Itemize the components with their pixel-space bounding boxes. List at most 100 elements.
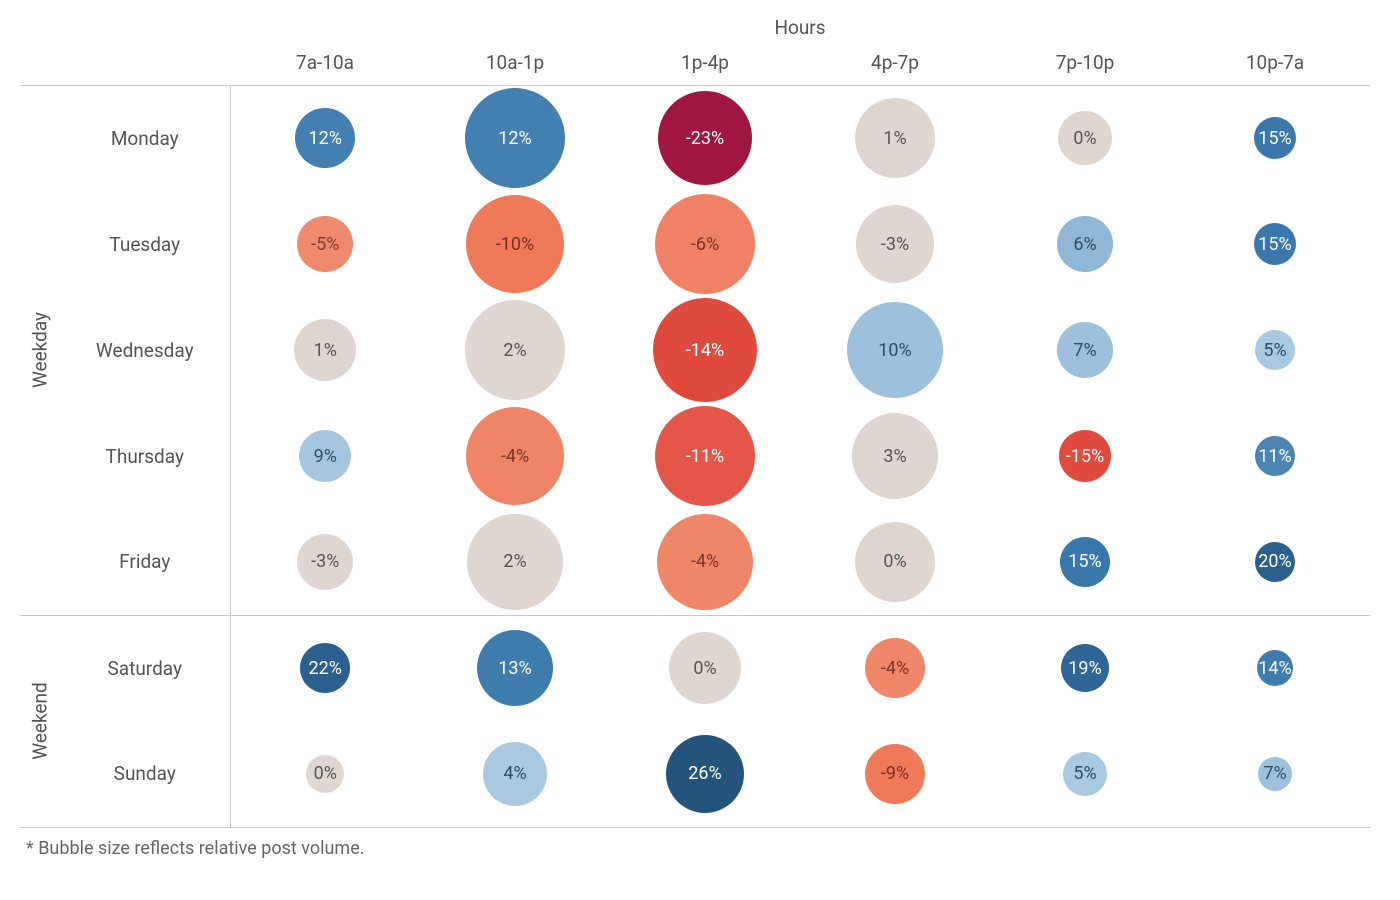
- bubble-value: 12%: [498, 128, 531, 149]
- bubble-value: 11%: [1258, 446, 1291, 467]
- bubble-value: -14%: [686, 340, 724, 361]
- bubble-value: -5%: [311, 234, 339, 255]
- bubble-value: 15%: [1258, 234, 1291, 255]
- bubble-value: 2%: [503, 340, 526, 361]
- bubble-cell: 0%: [990, 85, 1180, 191]
- bubble-grid-table: 7a-10a10a-1p1p-4p4p-7p7p-10p10p-7a Weekd…: [20, 41, 1370, 828]
- bubble-cell: -9%: [800, 721, 990, 827]
- bubble: 4%: [483, 742, 547, 806]
- bubble: -3%: [297, 534, 353, 590]
- row-group-label: Weekend: [29, 682, 52, 759]
- bubble: -23%: [658, 91, 752, 185]
- bubble: 11%: [1255, 436, 1295, 476]
- row-group-label-cell: Weekday: [20, 85, 60, 615]
- row-label: Sunday: [60, 721, 230, 827]
- bubble-value: 6%: [1073, 234, 1096, 255]
- bubble-cell: 3%: [800, 403, 990, 509]
- bubble: -11%: [655, 406, 755, 506]
- column-header: 4p-7p: [800, 41, 990, 85]
- bubble: -9%: [865, 744, 925, 804]
- grid-row: Friday-3%2%-4%0%15%20%: [20, 509, 1370, 615]
- bubble-cell: -5%: [230, 191, 420, 297]
- grid-row: WeekdayMonday12%12%-23%1%0%15%: [20, 85, 1370, 191]
- bubble-cell: 0%: [610, 615, 800, 721]
- bubble: 19%: [1061, 644, 1109, 692]
- grid-row: Thursday 9% -4% -11% 3% -15% 11%: [20, 403, 1370, 509]
- bubble-cell: 15%: [1180, 85, 1370, 191]
- bubble: 5%: [1063, 752, 1107, 796]
- bubble-cell: -23%: [610, 85, 800, 191]
- bubble: 13%: [477, 630, 553, 706]
- grid-row: Tuesday-5%-10%-6%-3%6%15%: [20, 191, 1370, 297]
- bubble-cell: 1%: [800, 85, 990, 191]
- column-header: 10p-7a: [1180, 41, 1370, 85]
- bubble-cell: -3%: [800, 191, 990, 297]
- row-label: Thursday: [60, 403, 230, 509]
- bubble-cell: 5%: [1180, 297, 1370, 403]
- bubble: 26%: [666, 735, 744, 813]
- bubble: 15%: [1254, 223, 1296, 265]
- bubble-cell: 2%: [420, 509, 610, 615]
- bubble-value: 20%: [1258, 551, 1291, 572]
- bubble-value: 5%: [1073, 763, 1096, 784]
- bubble-value: 7%: [1073, 340, 1096, 361]
- bubble-cell: 5%: [990, 721, 1180, 827]
- bubble: -14%: [653, 298, 757, 402]
- bubble-cell: -4%: [610, 509, 800, 615]
- bubble-value: 13%: [498, 658, 531, 679]
- bubble-value: 9%: [314, 446, 337, 467]
- bubble-value: 15%: [1258, 128, 1291, 149]
- grid-row: Sunday0% 4% 26% -9% 5% 7%: [20, 721, 1370, 827]
- bubble-cell: -3%: [230, 509, 420, 615]
- bubble: 12%: [465, 88, 565, 188]
- bubble: 5%: [1255, 330, 1295, 370]
- bubble-value: 0%: [883, 551, 906, 572]
- bubble-cell: 1%: [230, 297, 420, 403]
- bubble-value: -15%: [1066, 446, 1104, 467]
- row-group-label-cell: Weekend: [20, 615, 60, 827]
- bubble: 15%: [1060, 537, 1110, 587]
- bubble-cell: 4%: [420, 721, 610, 827]
- bubble: 6%: [1057, 216, 1113, 272]
- chart-footnote: * Bubble size reflects relative post vol…: [20, 828, 1380, 859]
- bubble: -4%: [865, 638, 925, 698]
- bubble: 2%: [465, 300, 565, 400]
- bubble: 14%: [1257, 650, 1293, 686]
- bubble-value: 3%: [883, 446, 906, 467]
- bubble-cell: -4%: [420, 403, 610, 509]
- row-label: Wednesday: [60, 297, 230, 403]
- grid-body: WeekdayMonday12%12%-23%1%0%15%Tuesday-5%…: [20, 85, 1370, 827]
- row-group-label: Weekday: [29, 312, 52, 388]
- bubble-cell: 0%: [230, 721, 420, 827]
- column-header: 10a-1p: [420, 41, 610, 85]
- columns-axis-title: Hours: [230, 10, 1370, 41]
- bubble-value: 19%: [1068, 658, 1101, 679]
- bubble-cell: 26%: [610, 721, 800, 827]
- bubble: 0%: [669, 632, 741, 704]
- row-label: Tuesday: [60, 191, 230, 297]
- bubble-cell: 14%: [1180, 615, 1370, 721]
- bubble: 1%: [294, 319, 356, 381]
- bubble: 7%: [1258, 757, 1292, 791]
- row-label: Saturday: [60, 615, 230, 721]
- bubble: -5%: [297, 216, 353, 272]
- bubble-value: 10%: [878, 340, 911, 361]
- bubble-cell: 0%: [800, 509, 990, 615]
- bubble-cell: 19%: [990, 615, 1180, 721]
- bubble-value: -4%: [691, 551, 719, 572]
- grid-row: WeekendSaturday22%13%0%-4%19%14%: [20, 615, 1370, 721]
- column-header: 7p-10p: [990, 41, 1180, 85]
- bubble-cell: 7%: [990, 297, 1180, 403]
- bubble: 15%: [1254, 117, 1296, 159]
- bubble-value: -9%: [881, 763, 909, 784]
- bubble-value: 14%: [1258, 658, 1291, 679]
- bubble-cell: 22%: [230, 615, 420, 721]
- column-header-row: 7a-10a10a-1p1p-4p4p-7p7p-10p10p-7a: [20, 41, 1370, 85]
- bubble-value: 26%: [688, 763, 721, 784]
- bubble: 7%: [1057, 322, 1113, 378]
- bubble-cell: -4%: [800, 615, 990, 721]
- grid-row: Wednesday 1% 2% -14% 10% 7% 5%: [20, 297, 1370, 403]
- bubble: -15%: [1059, 430, 1111, 482]
- bubble-matrix-chart: Hours 7a-10a10a-1p1p-4p4p-7p7p-10p10p-7a…: [0, 0, 1400, 869]
- bubble-cell: 10%: [800, 297, 990, 403]
